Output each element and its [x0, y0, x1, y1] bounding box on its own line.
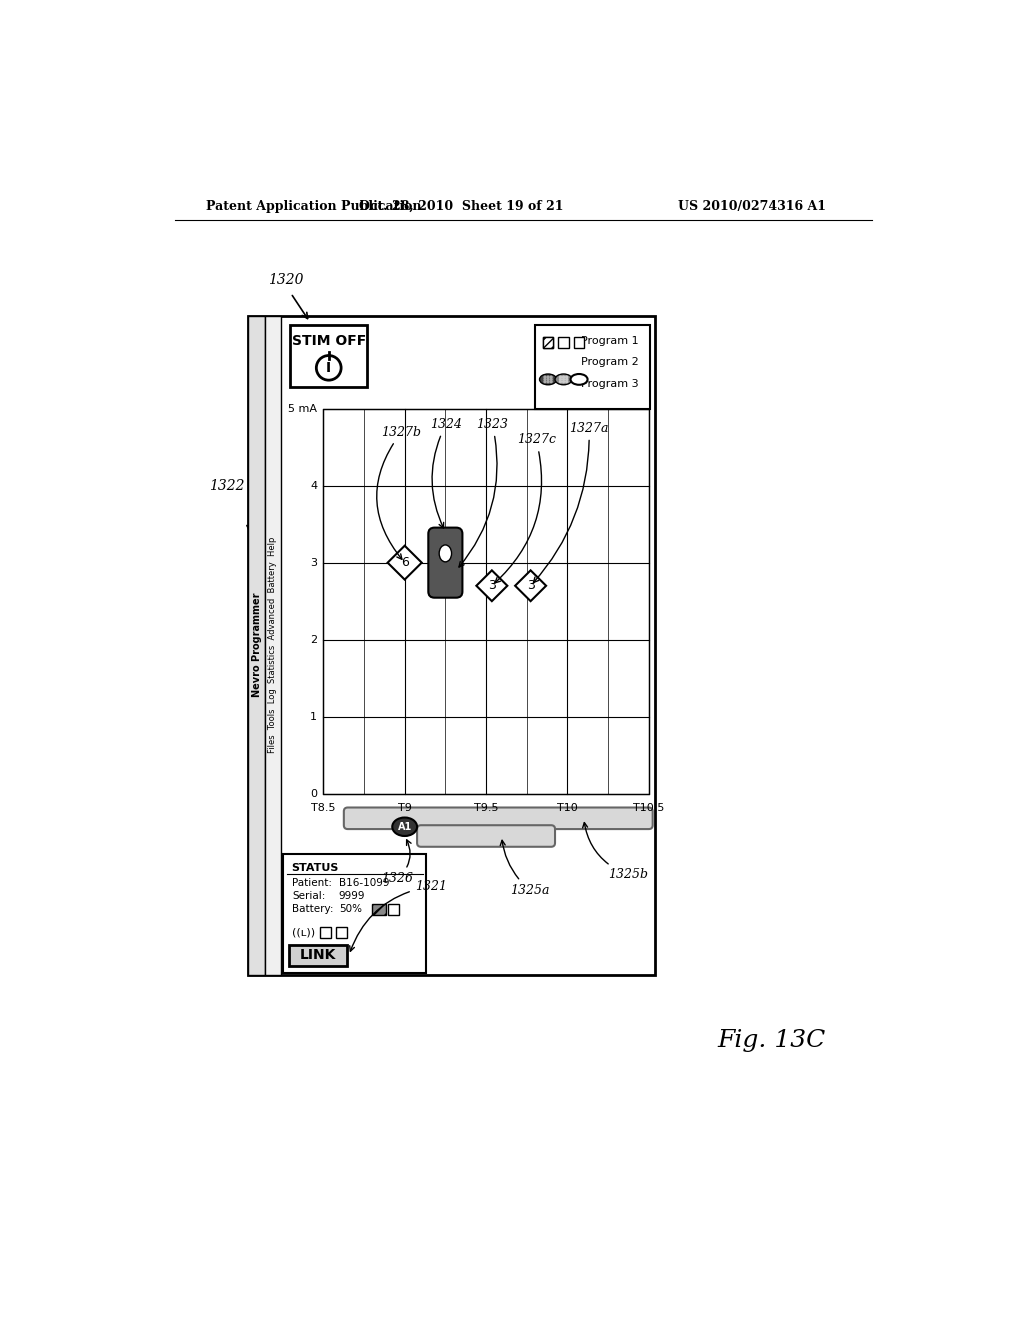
Text: ((ʟ)): ((ʟ))	[292, 927, 315, 937]
Text: 1320: 1320	[267, 273, 303, 286]
Circle shape	[565, 379, 567, 380]
Text: T8.5: T8.5	[311, 803, 336, 813]
Bar	[543, 337, 554, 348]
Text: 3: 3	[526, 579, 535, 593]
Circle shape	[550, 379, 552, 380]
Circle shape	[565, 380, 567, 383]
Text: 1327a: 1327a	[534, 422, 609, 582]
Text: 1327b: 1327b	[377, 425, 422, 560]
Circle shape	[544, 380, 546, 383]
Text: 1323: 1323	[459, 418, 508, 568]
FancyBboxPatch shape	[428, 528, 463, 598]
Polygon shape	[515, 570, 546, 601]
FancyBboxPatch shape	[344, 808, 652, 829]
Bar	[372, 904, 386, 915]
Text: 3: 3	[310, 557, 317, 568]
Bar	[535, 326, 649, 409]
Text: Fig. 13C: Fig. 13C	[717, 1028, 825, 1052]
Bar	[543, 337, 554, 348]
Text: 0: 0	[310, 788, 317, 799]
Text: 1327c: 1327c	[495, 433, 556, 583]
Bar	[558, 337, 569, 348]
FancyBboxPatch shape	[417, 825, 555, 847]
Circle shape	[562, 376, 564, 378]
Text: Serial:: Serial:	[292, 891, 326, 902]
Text: Patent Application Publication: Patent Application Publication	[206, 199, 421, 213]
Text: 1324: 1324	[430, 418, 462, 528]
Ellipse shape	[392, 817, 417, 836]
Text: Patient:: Patient:	[292, 878, 333, 888]
Bar	[388, 904, 399, 915]
Circle shape	[559, 379, 561, 380]
Text: Program 1: Program 1	[582, 335, 639, 346]
Text: 1: 1	[310, 711, 317, 722]
Text: STATUS: STATUS	[291, 862, 338, 873]
Bar	[573, 337, 585, 348]
Circle shape	[544, 379, 546, 380]
Bar	[248, 317, 655, 974]
Text: Program 3: Program 3	[582, 379, 639, 389]
Text: 1322: 1322	[209, 479, 245, 492]
Text: 5 mA: 5 mA	[288, 404, 317, 413]
Text: 1321: 1321	[350, 880, 446, 952]
Circle shape	[547, 380, 549, 383]
Polygon shape	[388, 545, 422, 579]
Ellipse shape	[540, 374, 557, 385]
Circle shape	[559, 376, 561, 378]
Ellipse shape	[439, 545, 452, 562]
Text: Oct. 28, 2010  Sheet 19 of 21: Oct. 28, 2010 Sheet 19 of 21	[359, 199, 563, 213]
Text: Files  Tools  Log  Statistics  Advanced  Battery  Help: Files Tools Log Statistics Advanced Batt…	[268, 537, 278, 754]
Circle shape	[547, 376, 549, 378]
Text: LINK: LINK	[300, 948, 336, 962]
Text: 9999: 9999	[339, 891, 366, 902]
Text: STIM OFF: STIM OFF	[292, 334, 366, 348]
Bar	[248, 317, 265, 974]
Text: 3: 3	[487, 579, 496, 593]
Text: 50%: 50%	[339, 904, 361, 915]
Text: US 2010/0274316 A1: US 2010/0274316 A1	[678, 199, 826, 213]
Text: I: I	[327, 360, 332, 375]
Text: T10.5: T10.5	[633, 803, 665, 813]
Text: Program 2: Program 2	[582, 358, 639, 367]
Text: 1325b: 1325b	[583, 822, 648, 882]
Circle shape	[550, 376, 552, 378]
Ellipse shape	[570, 374, 588, 385]
Bar	[290, 326, 368, 387]
Bar	[324, 409, 649, 793]
Text: 6: 6	[400, 556, 409, 569]
Bar	[336, 927, 346, 937]
Polygon shape	[476, 570, 507, 601]
Text: T9.5: T9.5	[474, 803, 499, 813]
Circle shape	[547, 379, 549, 380]
Bar	[283, 854, 426, 973]
Text: A1: A1	[397, 822, 412, 832]
Text: 2: 2	[310, 635, 317, 644]
Circle shape	[544, 376, 546, 378]
Bar	[321, 927, 331, 937]
Bar	[289, 945, 347, 966]
Circle shape	[559, 380, 561, 383]
Circle shape	[562, 379, 564, 380]
Text: B16-1099: B16-1099	[339, 878, 389, 888]
Circle shape	[316, 355, 341, 380]
Text: Nevro Programmer: Nevro Programmer	[252, 593, 262, 697]
Text: 4: 4	[310, 480, 317, 491]
Circle shape	[565, 376, 567, 378]
Text: 1325a: 1325a	[501, 841, 550, 896]
Circle shape	[550, 380, 552, 383]
Text: T9: T9	[397, 803, 412, 813]
Text: T10: T10	[557, 803, 578, 813]
Ellipse shape	[555, 374, 572, 385]
Bar	[265, 317, 281, 974]
Circle shape	[562, 380, 564, 383]
Text: 1326: 1326	[381, 840, 414, 886]
Text: Battery:: Battery:	[292, 904, 334, 915]
